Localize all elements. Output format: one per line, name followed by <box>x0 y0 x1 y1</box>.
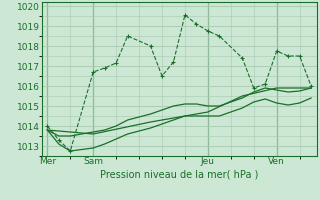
X-axis label: Pression niveau de la mer( hPa ): Pression niveau de la mer( hPa ) <box>100 169 258 179</box>
